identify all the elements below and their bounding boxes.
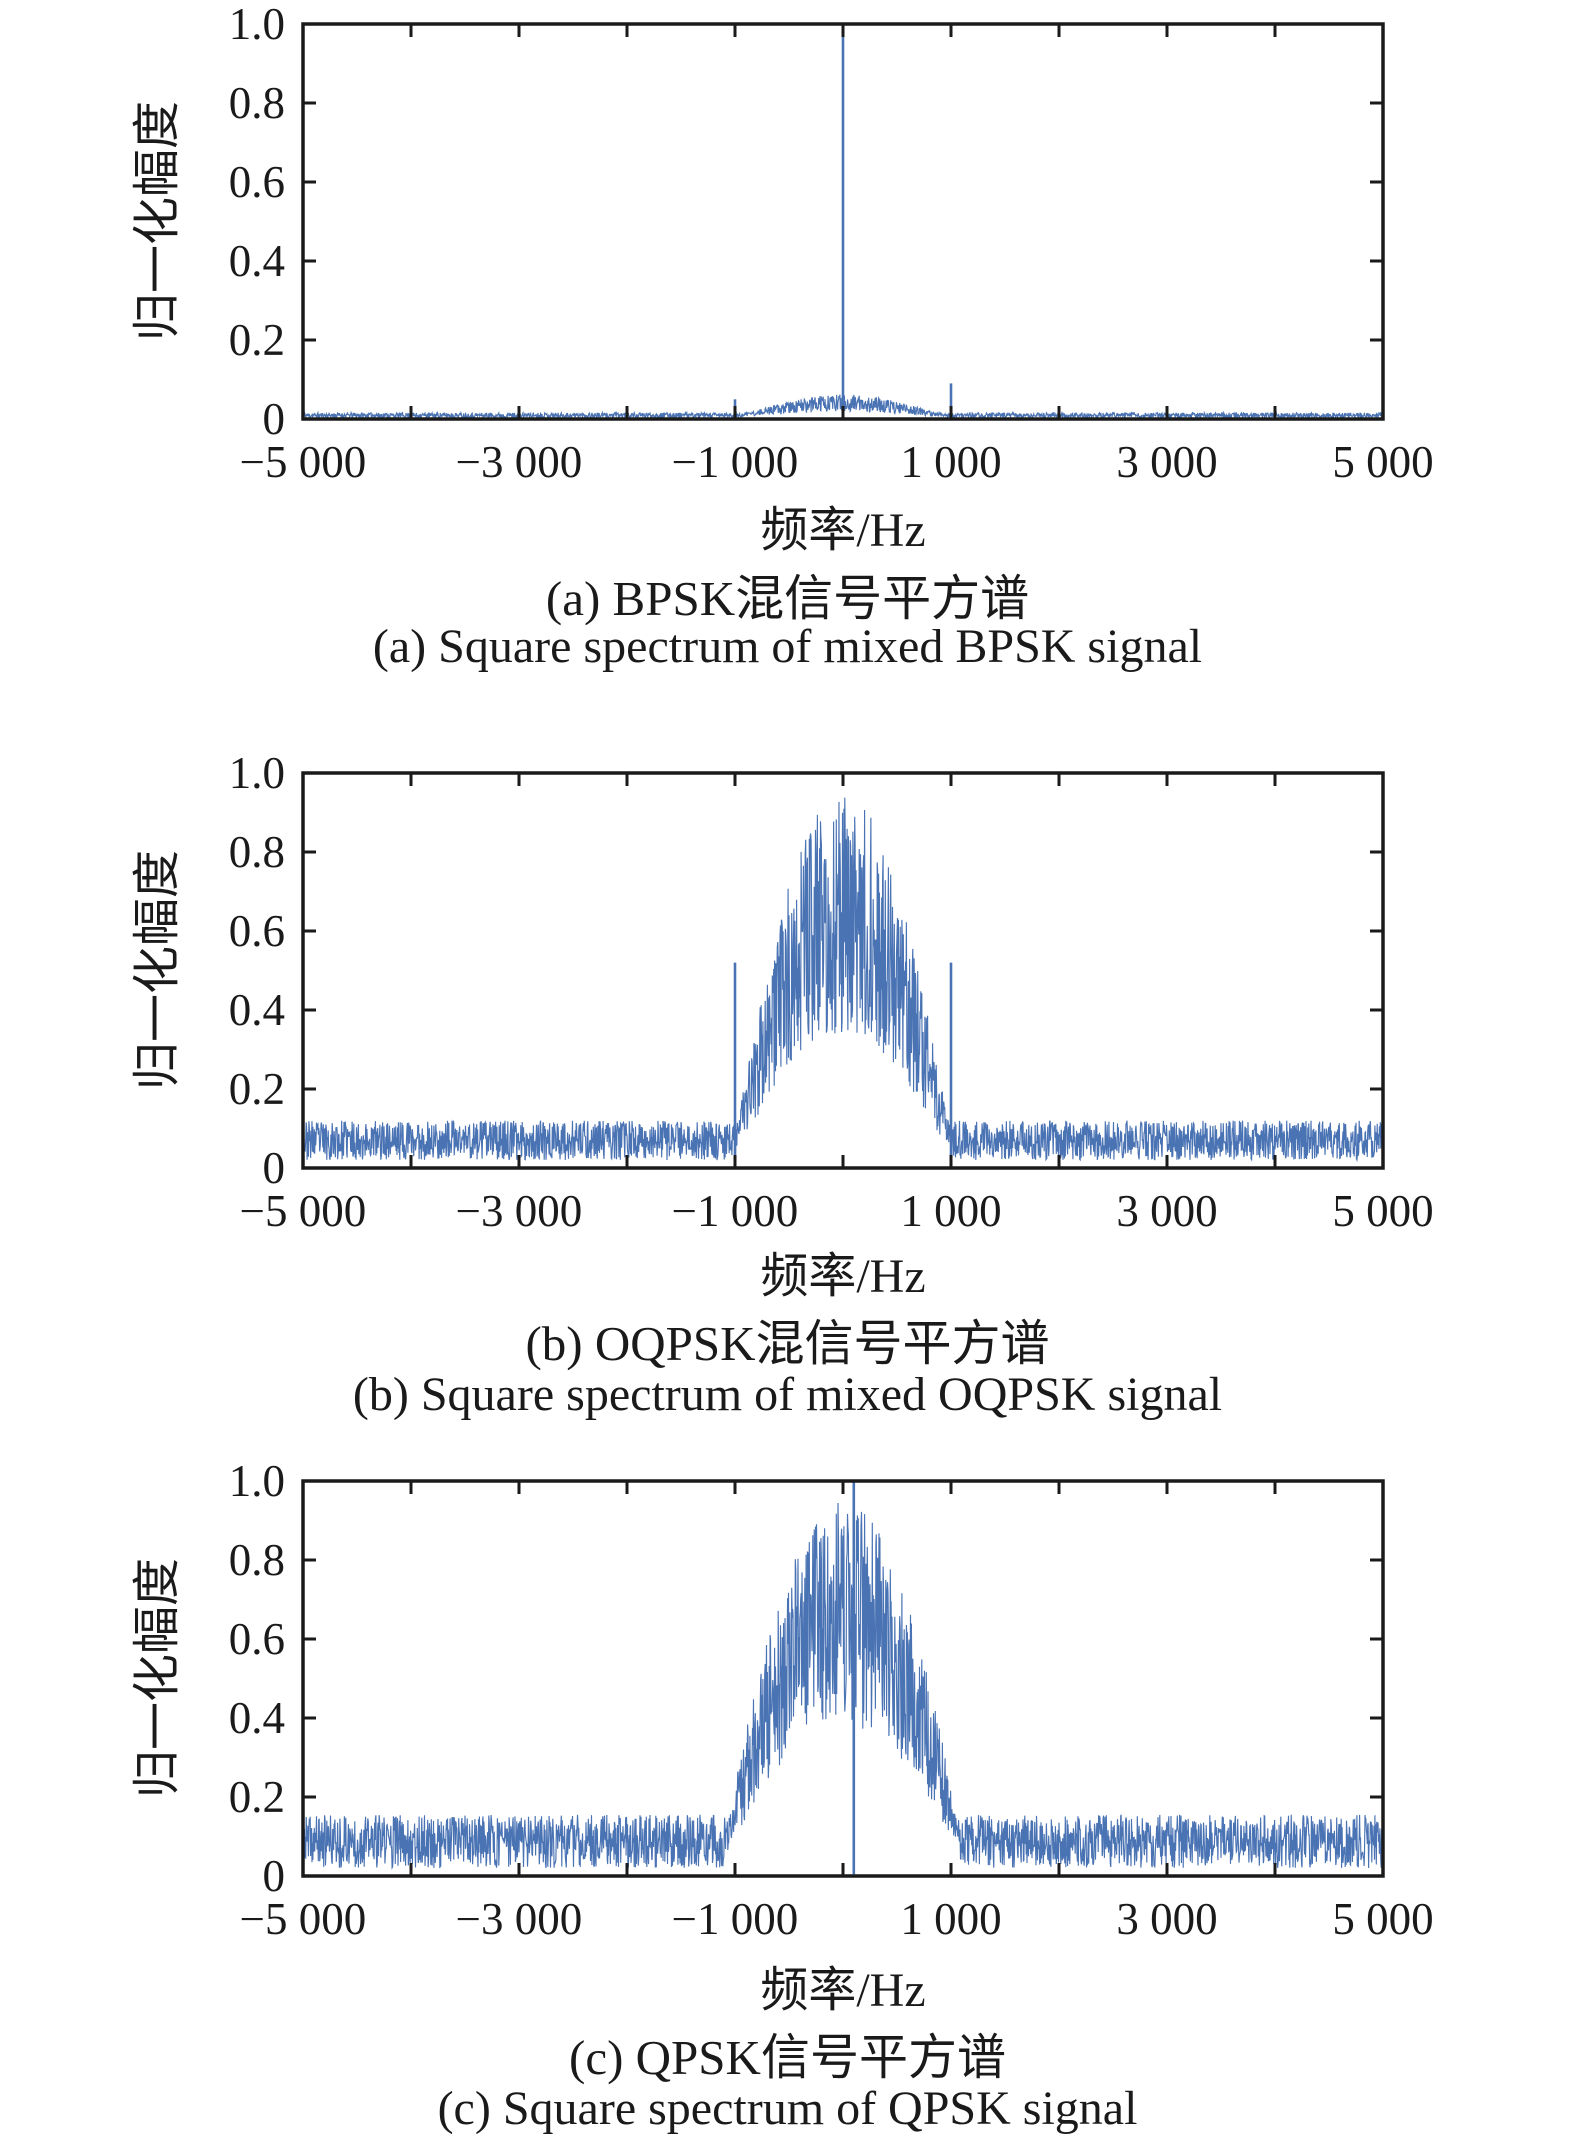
panel-b-ylabel: 归一化幅度 (131, 849, 184, 1091)
caption-c-zh: (c) QPSK信号平方谱 (569, 2030, 1006, 2085)
y-tick-label: 0.6 (229, 1614, 285, 1664)
x-tick-label: −3 000 (456, 437, 583, 487)
x-tick-label: 5 000 (1332, 437, 1433, 487)
caption-c-en: (c) Square spectrum of QPSK signal (437, 2082, 1138, 2135)
x-tick-label: 1 000 (900, 437, 1001, 487)
x-tick-label: 3 000 (1116, 437, 1217, 487)
caption-b-en: (b) Square spectrum of mixed OQPSK signa… (352, 1368, 1223, 1421)
x-tick-label: −3 000 (456, 1186, 583, 1236)
y-tick-label: 0 (263, 394, 286, 444)
panel-a: −5 000 −3 000 −1 000 1 000 3 000 5 000 0 0.2 0.4… (229, 0, 1434, 487)
x-tick-label: 3 000 (1116, 1186, 1217, 1236)
x-tick-label: −1 000 (672, 437, 799, 487)
panel-c: −5 000 −3 000 −1 000 1 000 3 000 5 000 0 0.2 0.4… (229, 1456, 1434, 1944)
y-tick-label: 1.0 (229, 748, 285, 798)
x-tick-label: −5 000 (240, 1186, 367, 1236)
x-tick-label: 3 000 (1116, 1894, 1217, 1944)
x-tick-label: −3 000 (456, 1894, 583, 1944)
series-b (302, 797, 1384, 1163)
y-tick-label: 0.8 (229, 827, 285, 877)
panel-c-xlabel: 频率/Hz (760, 1964, 926, 2017)
x-tick-label: −5 000 (240, 1894, 367, 1944)
y-tick-label: 0.2 (229, 1064, 285, 1114)
panel-c-ylabel: 归一化幅度 (131, 1557, 184, 1799)
y-tick-label: 0.8 (229, 1535, 285, 1585)
y-tick-label: 0.6 (229, 906, 285, 956)
y-tick-label: 1.0 (229, 0, 285, 49)
panel-b-xlabel: 频率/Hz (760, 1250, 926, 1303)
panel-a-ylabel: 归一化幅度 (131, 100, 184, 342)
y-tick-label: 1.0 (229, 1456, 285, 1506)
x-tick-label: −5 000 (240, 437, 367, 487)
y-tick-label: 0 (263, 1851, 286, 1901)
caption-a-zh: (a) BPSK混信号平方谱 (545, 571, 1030, 626)
caption-a-en: (a) Square spectrum of mixed BPSK signal (372, 620, 1203, 673)
y-tick-label: 0.4 (229, 1693, 285, 1743)
y-tick-label: 0.2 (229, 315, 285, 365)
x-tick-label: −1 000 (672, 1186, 799, 1236)
y-tick-label: 0.4 (229, 236, 285, 286)
panel-b: −5 000 −3 000 −1 000 1 000 3 000 5 000 0 0.2 0.4… (229, 748, 1434, 1236)
y-tick-label: 0.6 (229, 157, 285, 207)
panel-a-xlabel: 频率/Hz (760, 504, 926, 557)
x-tick-label: 1 000 (900, 1894, 1001, 1944)
x-tick-label: 5 000 (1332, 1894, 1433, 1944)
x-tick-label: 1 000 (900, 1186, 1001, 1236)
y-tick-label: 0.8 (229, 78, 285, 128)
y-tick-label: 0.4 (229, 985, 285, 1035)
y-tick-label: 0.2 (229, 1772, 285, 1822)
series-c (302, 1502, 1384, 1870)
x-tick-label: 5 000 (1332, 1186, 1433, 1236)
x-tick-label: −1 000 (672, 1894, 799, 1944)
y-tick-label: 0 (263, 1143, 286, 1193)
caption-b-zh: (b) OQPSK混信号平方谱 (525, 1316, 1050, 1371)
